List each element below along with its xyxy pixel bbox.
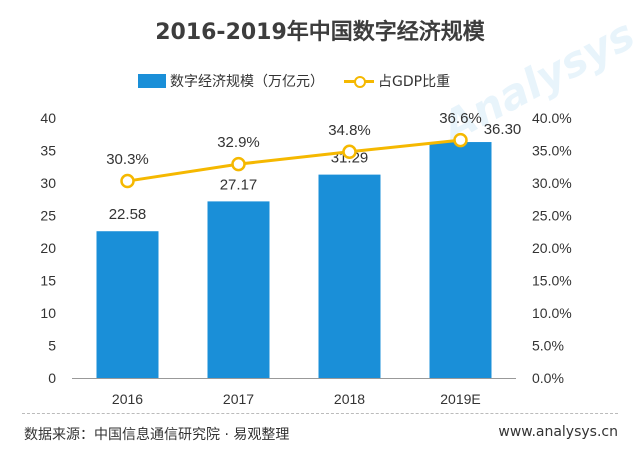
right-tick-label: 20.0% — [532, 240, 572, 256]
left-tick-label: 35 — [40, 143, 56, 159]
legend-line-label: 占GDP比重 — [378, 74, 451, 90]
right-tick-label: 0.0% — [532, 370, 564, 386]
source-note: 数据来源：中国信息通信研究院 · 易观整理 — [24, 427, 290, 443]
bar — [429, 142, 492, 378]
line-point — [120, 173, 135, 189]
left-tick-label: 15 — [40, 273, 56, 289]
right-tick-label: 40.0% — [532, 110, 572, 126]
line-value-label: 32.9% — [217, 134, 260, 151]
bar — [207, 201, 270, 378]
right-tick-label: 25.0% — [532, 208, 572, 224]
left-tick-label: 40 — [40, 110, 56, 126]
left-tick-label: 10 — [40, 305, 56, 321]
x-tick-label: 2018 — [334, 391, 365, 407]
legend-bar-swatch — [138, 74, 166, 88]
line-point — [231, 156, 246, 172]
left-tick-label: 5 — [48, 338, 56, 354]
x-tick-label: 2019E — [440, 391, 480, 407]
left-tick-label: 0 — [48, 370, 56, 386]
left-tick-label: 25 — [40, 208, 56, 224]
legend-line-swatch — [344, 74, 374, 88]
legend-item-line: 占GDP比重 — [344, 71, 450, 91]
x-tick-label: 2016 — [112, 391, 143, 407]
bar-value-label: 27.17 — [220, 176, 258, 193]
line-point — [342, 144, 357, 160]
line-point — [453, 132, 468, 148]
right-tick-label: 35.0% — [532, 143, 572, 159]
right-tick-label: 10.0% — [532, 305, 572, 321]
line-value-label: 36.6% — [439, 110, 482, 127]
legend-bar-label: 数字经济规模（万亿元） — [170, 74, 324, 90]
footer-divider — [22, 413, 618, 414]
x-tick-label: 2017 — [223, 391, 254, 407]
bar-value-label: 22.58 — [109, 206, 147, 223]
chart-title: 2016-2019年中国数字经济规模 — [155, 20, 485, 45]
right-tick-label: 5.0% — [532, 338, 564, 354]
site-url: www.analysys.cn — [498, 424, 618, 440]
bar-value-label: 36.30 — [484, 121, 522, 138]
bar — [96, 231, 159, 378]
right-tick-label: 15.0% — [532, 273, 572, 289]
legend-item-bar: 数字经济规模（万亿元） — [138, 71, 324, 91]
gdp-share-line — [127, 138, 461, 183]
left-tick-label: 30 — [40, 175, 56, 191]
line-value-label: 34.8% — [328, 122, 371, 139]
line-value-label: 30.3% — [106, 151, 149, 168]
bar — [318, 174, 381, 378]
left-tick-label: 20 — [40, 240, 56, 256]
right-tick-label: 30.0% — [532, 175, 572, 191]
chart-legend: 数字经济规模（万亿元） 占GDP比重 — [138, 70, 470, 92]
